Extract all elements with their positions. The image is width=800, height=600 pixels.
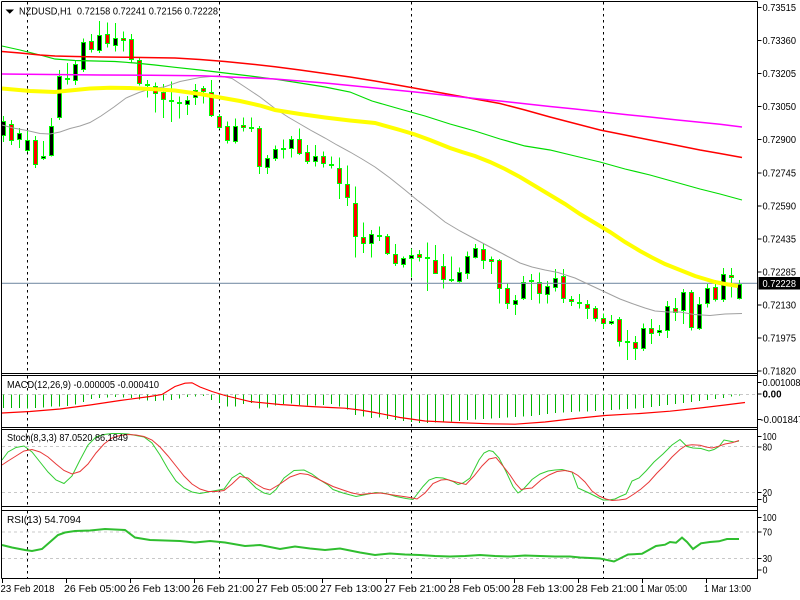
svg-text:26 Feb 13:00: 26 Feb 13:00 [128, 584, 190, 595]
svg-text:70: 70 [763, 528, 773, 539]
svg-text:0.72900: 0.72900 [763, 135, 797, 146]
svg-text:RSI(13) 54.7094: RSI(13) 54.7094 [7, 515, 81, 526]
svg-text:0: 0 [763, 495, 768, 506]
svg-text:0.73360: 0.73360 [763, 36, 797, 47]
svg-text:0.73205: 0.73205 [763, 69, 797, 80]
svg-text:1 Mar 13:00: 1 Mar 13:00 [704, 584, 751, 595]
svg-text:26 Feb 05:00: 26 Feb 05:00 [64, 584, 126, 595]
svg-text:-0.001847: -0.001847 [761, 415, 800, 426]
svg-text:0.73050: 0.73050 [763, 102, 797, 113]
svg-text:28 Feb 21:00: 28 Feb 21:00 [576, 584, 638, 595]
svg-text:MACD(12,26,9) -0.000005 -0.000: MACD(12,26,9) -0.000005 -0.000410 [7, 380, 159, 391]
svg-text:0.72590: 0.72590 [763, 201, 797, 212]
svg-text:0: 0 [763, 566, 768, 577]
svg-text:0.72130: 0.72130 [763, 300, 797, 311]
svg-text:26 Feb 21:00: 26 Feb 21:00 [192, 584, 254, 595]
svg-text:0.72745: 0.72745 [763, 168, 797, 179]
svg-text:27 Feb 05:00: 27 Feb 05:00 [256, 584, 318, 595]
svg-text:20: 20 [763, 488, 773, 499]
svg-text:0.71820: 0.71820 [763, 367, 797, 378]
svg-text:100: 100 [763, 513, 777, 524]
svg-text:0.00: 0.00 [763, 390, 782, 401]
svg-text:23 Feb 2018: 23 Feb 2018 [1, 584, 55, 595]
svg-text:100: 100 [763, 432, 777, 443]
svg-text:0.73515: 0.73515 [763, 3, 797, 14]
svg-text:Stoch(8,3,3) 87.0520 86.1849: Stoch(8,3,3) 87.0520 86.1849 [7, 433, 128, 444]
svg-text:28 Feb 05:00: 28 Feb 05:00 [448, 584, 510, 595]
svg-text:0.71975: 0.71975 [763, 334, 797, 345]
svg-text:1 Mar 05:00: 1 Mar 05:00 [640, 584, 687, 595]
svg-text:0.72435: 0.72435 [763, 234, 797, 245]
svg-text:0.001008: 0.001008 [763, 378, 800, 389]
svg-text:27 Feb 21:00: 27 Feb 21:00 [384, 584, 446, 595]
svg-text:27 Feb 13:00: 27 Feb 13:00 [320, 584, 382, 595]
svg-text:30: 30 [763, 554, 773, 565]
svg-text:0.72285: 0.72285 [763, 267, 797, 278]
svg-text:0.72228: 0.72228 [763, 279, 797, 290]
svg-text:NZDUSD,H1 0.72158 0.72241 0.7: NZDUSD,H1 0.72158 0.72241 0.72156 0.7222… [19, 6, 218, 18]
svg-text:28 Feb 13:00: 28 Feb 13:00 [512, 584, 574, 595]
svg-text:80: 80 [763, 443, 773, 454]
